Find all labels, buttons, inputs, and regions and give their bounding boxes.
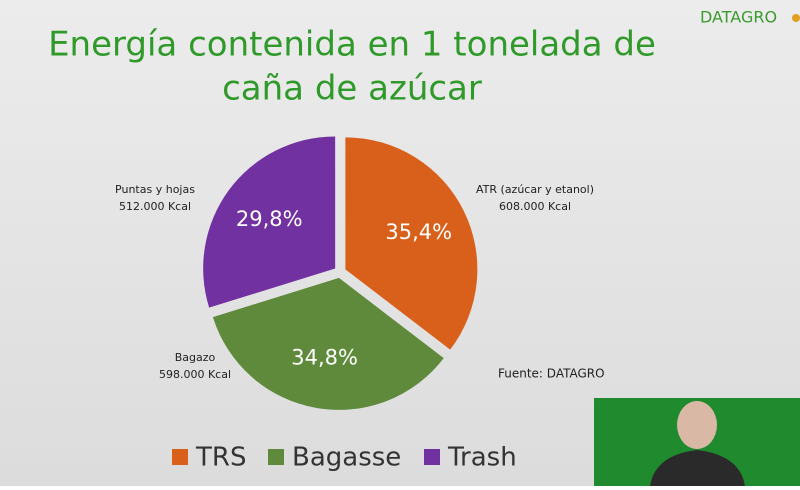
chart-title: Energía contenida en 1 tonelada de	[48, 25, 656, 65]
slice-energy: 598.000 Kcal	[159, 368, 231, 381]
person-body	[650, 450, 745, 486]
legend-swatch	[172, 449, 188, 465]
value-label: 29,8%	[236, 207, 303, 231]
pie: 35,4% ATR (azúcar y etanol) 608.000 Kcal 34…	[115, 136, 594, 410]
pie-slice	[203, 136, 336, 308]
slice-energy: 608.000 Kcal	[499, 200, 571, 213]
legend-swatch	[268, 449, 284, 465]
chart-title: caña de azúcar	[222, 69, 482, 109]
source: Fuente: DATAGRO	[498, 367, 605, 381]
logo-dot	[792, 14, 800, 22]
pie-slice	[345, 137, 478, 350]
value-label: 35,4%	[385, 220, 452, 244]
legend-label: TRS	[195, 443, 246, 473]
pie-slice	[212, 277, 444, 410]
value-label: 34,8%	[291, 345, 358, 369]
person-head	[677, 401, 717, 449]
legend-swatch	[424, 449, 440, 465]
legend: TRS Bagasse Trash	[172, 443, 517, 473]
slice-name: Bagazo	[175, 351, 216, 364]
legend-label: Bagasse	[292, 443, 401, 473]
slice-name: ATR (azúcar y etanol)	[476, 183, 594, 196]
webcam	[594, 398, 800, 486]
logo: DATAGRO	[700, 8, 777, 27]
slice-energy: 512.000 Kcal	[119, 200, 191, 213]
slice-name: Puntas y hojas	[115, 183, 195, 196]
legend-label: Trash	[447, 443, 517, 473]
